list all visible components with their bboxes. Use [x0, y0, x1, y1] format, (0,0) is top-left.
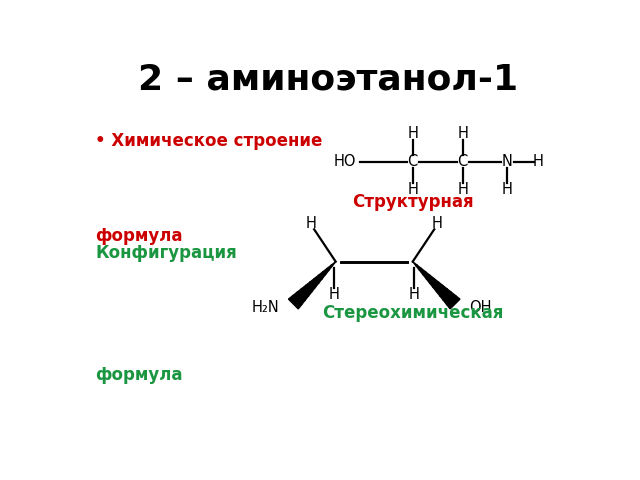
- Text: H: H: [502, 182, 513, 197]
- Text: Стереохимическая: Стереохимическая: [322, 304, 504, 322]
- Polygon shape: [289, 262, 336, 309]
- Text: HO: HO: [334, 154, 356, 169]
- Text: H: H: [458, 182, 468, 197]
- Text: C: C: [408, 154, 418, 169]
- Text: формула: формула: [95, 227, 183, 245]
- Text: H: H: [458, 126, 468, 141]
- Text: Структурная: Структурная: [352, 193, 474, 211]
- Text: H: H: [532, 154, 543, 169]
- Text: формула: формула: [95, 366, 183, 384]
- Text: Конфигурация: Конфигурация: [95, 244, 237, 262]
- Text: H: H: [407, 182, 418, 197]
- Text: C: C: [458, 154, 468, 169]
- Text: H: H: [432, 216, 443, 231]
- Text: 2 – аминоэтанол-1: 2 – аминоэтанол-1: [138, 62, 518, 96]
- Text: H: H: [329, 287, 340, 302]
- Text: H: H: [409, 287, 420, 302]
- Polygon shape: [413, 262, 460, 309]
- Text: H₂N: H₂N: [252, 300, 280, 314]
- Text: N: N: [502, 154, 513, 169]
- Text: H: H: [306, 216, 317, 231]
- Text: OH: OH: [469, 300, 492, 314]
- Text: H: H: [407, 126, 418, 141]
- Text: • Химическое строение: • Химическое строение: [95, 132, 323, 150]
